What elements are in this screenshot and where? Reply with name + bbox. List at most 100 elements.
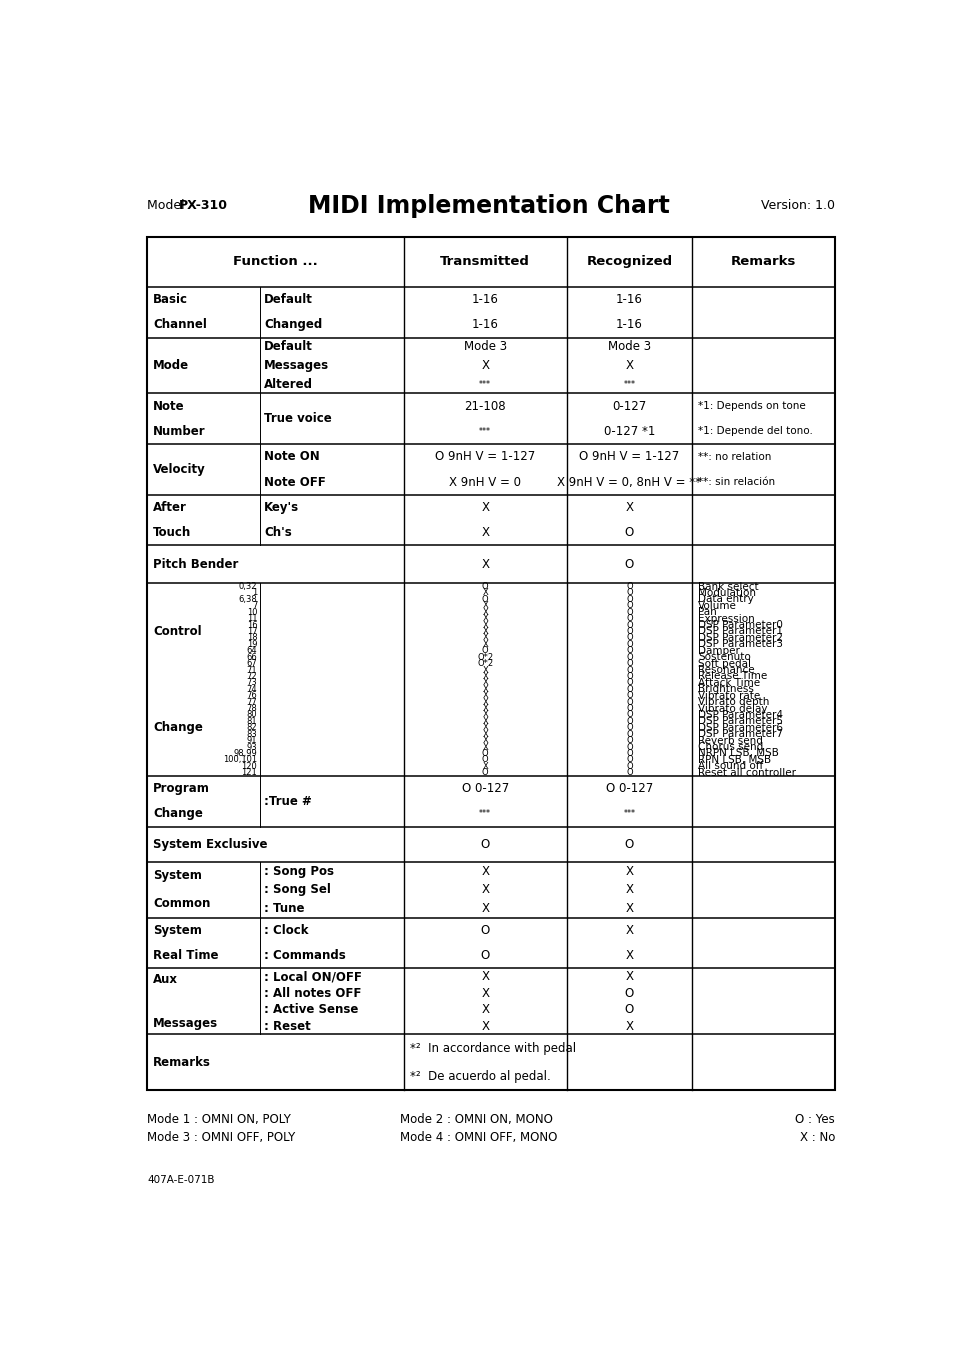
Text: O : Yes
X : No: O : Yes X : No xyxy=(795,1113,834,1144)
Text: Default: Default xyxy=(264,293,313,307)
Text: X: X xyxy=(625,970,633,984)
Text: Control: Control xyxy=(153,626,202,638)
Text: X: X xyxy=(482,678,488,688)
Text: Pitch Bender: Pitch Bender xyxy=(153,558,238,571)
Text: O: O xyxy=(625,594,632,604)
Text: **: no relation: **: no relation xyxy=(698,451,771,462)
Text: Bank select: Bank select xyxy=(698,581,758,592)
Text: O: O xyxy=(625,671,632,681)
Text: Messages: Messages xyxy=(153,1017,218,1029)
Text: DSP Parameter3: DSP Parameter3 xyxy=(698,639,782,650)
Text: X: X xyxy=(482,671,488,681)
Text: O*2: O*2 xyxy=(476,653,493,662)
Text: 1-16: 1-16 xyxy=(616,319,642,331)
Text: X: X xyxy=(480,986,489,1000)
Text: : Reset: : Reset xyxy=(264,1020,311,1032)
Text: Volume: Volume xyxy=(698,601,737,611)
Text: Recognized: Recognized xyxy=(586,255,672,269)
Text: X: X xyxy=(482,666,488,674)
Text: O: O xyxy=(625,678,632,688)
Text: : Local ON/OFF: : Local ON/OFF xyxy=(264,970,361,984)
Text: O: O xyxy=(481,755,488,765)
Text: Data entry: Data entry xyxy=(698,594,753,604)
Text: Common: Common xyxy=(153,897,211,911)
Text: X: X xyxy=(482,601,488,611)
Text: Velocity: Velocity xyxy=(153,463,206,476)
Text: 91: 91 xyxy=(247,736,257,746)
Text: 74: 74 xyxy=(247,685,257,694)
Text: DSP Parameter7: DSP Parameter7 xyxy=(698,730,782,739)
Text: Transmitted: Transmitted xyxy=(440,255,530,269)
Text: O: O xyxy=(625,723,632,732)
Text: X: X xyxy=(482,743,488,751)
Text: Vibrato delay: Vibrato delay xyxy=(698,704,767,713)
Text: X: X xyxy=(625,950,633,962)
Text: X: X xyxy=(482,608,488,617)
Text: Key's: Key's xyxy=(264,501,298,513)
Text: O: O xyxy=(625,640,632,648)
Text: O: O xyxy=(625,646,632,655)
Text: O: O xyxy=(625,615,632,623)
Text: 1-16: 1-16 xyxy=(616,293,642,307)
Text: DSP Parameter6: DSP Parameter6 xyxy=(698,723,782,732)
Text: Soft pedal: Soft pedal xyxy=(698,658,750,669)
Text: : All notes OFF: : All notes OFF xyxy=(264,986,361,1000)
Text: O: O xyxy=(625,634,632,643)
Text: :True #: :True # xyxy=(264,794,312,808)
Text: MIDI Implementation Chart: MIDI Implementation Chart xyxy=(308,193,669,218)
Text: Damper: Damper xyxy=(698,646,740,655)
Text: 407A-E-071B: 407A-E-071B xyxy=(147,1174,214,1185)
Text: 6,38: 6,38 xyxy=(238,594,257,604)
Text: Model: Model xyxy=(147,200,189,212)
Text: O: O xyxy=(625,730,632,739)
Text: X: X xyxy=(482,704,488,713)
Text: X: X xyxy=(625,501,633,513)
Text: O: O xyxy=(624,558,634,571)
Text: 67: 67 xyxy=(246,659,257,669)
Text: O: O xyxy=(625,717,632,725)
Text: 78: 78 xyxy=(246,704,257,713)
Text: 10: 10 xyxy=(247,608,257,617)
Text: 0,32: 0,32 xyxy=(238,582,257,592)
Text: Ch's: Ch's xyxy=(264,526,292,539)
Text: : Tune: : Tune xyxy=(264,902,304,915)
Text: O: O xyxy=(625,748,632,758)
Text: 19: 19 xyxy=(247,640,257,648)
Text: Default: Default xyxy=(264,340,313,354)
Text: X 9nH V = 0, 8nH V = **: X 9nH V = 0, 8nH V = ** xyxy=(557,476,700,489)
Text: X: X xyxy=(480,1002,489,1016)
Text: Resonance: Resonance xyxy=(698,665,754,676)
Text: Reverb send: Reverb send xyxy=(698,735,762,746)
Text: X: X xyxy=(482,620,488,630)
Text: Mode 1 : OMNI ON, POLY
Mode 3 : OMNI OFF, POLY: Mode 1 : OMNI ON, POLY Mode 3 : OMNI OFF… xyxy=(147,1113,295,1144)
Text: 83: 83 xyxy=(246,730,257,739)
Text: System: System xyxy=(153,924,202,938)
Text: Changed: Changed xyxy=(264,319,322,331)
Text: Expression: Expression xyxy=(698,613,754,624)
Text: O: O xyxy=(481,769,488,777)
Text: Brightness: Brightness xyxy=(698,684,753,694)
Text: O: O xyxy=(625,736,632,746)
Text: O: O xyxy=(625,704,632,713)
Text: Note ON: Note ON xyxy=(264,450,319,463)
Text: O: O xyxy=(625,743,632,751)
Text: Reset all controller: Reset all controller xyxy=(698,767,796,778)
Text: 1-16: 1-16 xyxy=(472,319,498,331)
Text: X: X xyxy=(482,589,488,597)
Text: O 0-127: O 0-127 xyxy=(605,782,653,796)
Text: *²  De acuerdo al pedal.: *² De acuerdo al pedal. xyxy=(410,1070,550,1082)
Text: Release Time: Release Time xyxy=(698,671,766,681)
Text: Version: 1.0: Version: 1.0 xyxy=(760,200,834,212)
Text: Chorus send: Chorus send xyxy=(698,742,762,753)
Text: Mode 2 : OMNI ON, MONO
Mode 4 : OMNI OFF, MONO: Mode 2 : OMNI ON, MONO Mode 4 : OMNI OFF… xyxy=(400,1113,557,1144)
Text: **: sin relación: **: sin relación xyxy=(698,477,775,486)
Text: X: X xyxy=(625,1020,633,1032)
Text: X: X xyxy=(480,526,489,539)
Text: X: X xyxy=(480,501,489,513)
Text: O: O xyxy=(624,1002,634,1016)
Text: 100,101: 100,101 xyxy=(223,755,257,765)
Text: : Song Sel: : Song Sel xyxy=(264,884,331,897)
Text: Messages: Messages xyxy=(264,359,329,372)
Text: 73: 73 xyxy=(246,678,257,688)
Text: X: X xyxy=(480,970,489,984)
